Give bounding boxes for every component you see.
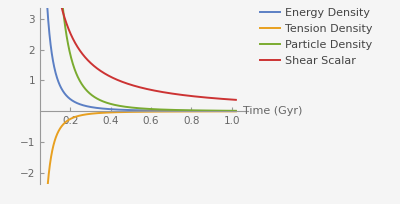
Legend: Energy Density, Tension Density, Particle Density, Shear Scalar: Energy Density, Tension Density, Particl… [260,8,373,66]
Text: Time (Gyr): Time (Gyr) [243,106,302,116]
